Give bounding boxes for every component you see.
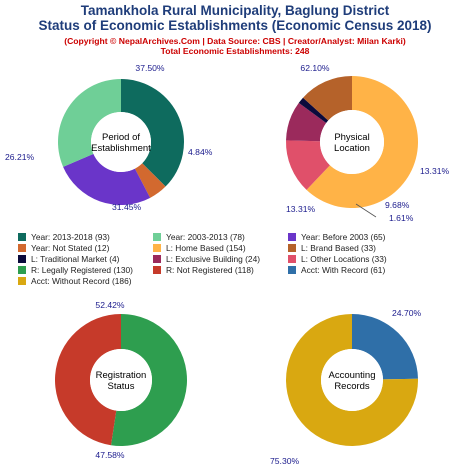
legend-item: R: Legally Registered (130) [18, 265, 133, 275]
slice-pct-label: 75.30% [270, 456, 300, 466]
legend-swatch [18, 233, 26, 241]
legend-item: R: Not Registered (118) [153, 265, 254, 275]
legend-item: L: Other Locations (33) [288, 254, 387, 264]
legend-label: Year: Before 2003 (65) [301, 232, 386, 242]
slice-pct-label: 13.31% [420, 166, 450, 176]
legend-item: L: Home Based (154) [153, 243, 246, 253]
legend-swatch [153, 244, 161, 252]
chart-title-line2: Status of Economic Establishments (Econo… [38, 18, 432, 33]
total-line: Total Economic Establishments: 248 [160, 46, 310, 56]
legend-label: L: Traditional Market (4) [31, 254, 120, 264]
legend-swatch [288, 266, 296, 274]
legend-label: L: Other Locations (33) [301, 254, 387, 264]
donut-slice [286, 140, 330, 190]
leader-line [355, 203, 377, 218]
legend-swatch [288, 233, 296, 241]
donut-center-label: Status [108, 381, 135, 392]
donut-center-label: Location [334, 143, 370, 154]
donut-slice [303, 76, 352, 121]
legend-label: Acct: With Record (61) [301, 265, 386, 275]
donut-slice [111, 314, 187, 446]
legend-label: R: Legally Registered (130) [31, 265, 133, 275]
legend-item: Acct: With Record (61) [288, 265, 385, 275]
legend-swatch [18, 255, 26, 263]
legend-item: L: Traditional Market (4) [18, 254, 119, 264]
legend-item: Acct: Without Record (186) [18, 276, 132, 286]
legend-swatch [153, 255, 161, 263]
slice-pct-label: 31.45% [112, 202, 142, 212]
slice-pct-label: 4.84% [188, 147, 213, 157]
donut-slice [298, 97, 329, 124]
donut-hole [321, 349, 383, 411]
legend-label: L: Brand Based (33) [301, 243, 376, 253]
legend-item: Year: Before 2003 (65) [288, 232, 385, 242]
legend-swatch [18, 244, 26, 252]
donut-center-label: Period of [102, 132, 140, 143]
donut-center-label: Records [334, 381, 370, 392]
slice-pct-label: 37.50% [135, 63, 165, 73]
legend-item: Year: Not Stated (12) [18, 243, 109, 253]
slice-pct-label: 9.68% [385, 200, 410, 210]
legend-item: Year: 2003-2013 (78) [153, 232, 245, 242]
donut-slice [54, 314, 121, 446]
legend-item: L: Brand Based (33) [288, 243, 376, 253]
slice-pct-label: 24.70% [392, 308, 422, 318]
donut-slice [121, 79, 185, 187]
donut-hole [91, 112, 151, 172]
donut-slice [63, 153, 151, 205]
legend-label: R: Not Registered (118) [166, 265, 254, 275]
donut-center-label: Registration [96, 370, 147, 381]
slice-pct-label: 26.21% [5, 152, 35, 162]
donut-slice [286, 102, 327, 142]
slice-pct-label: 1.61% [389, 213, 414, 223]
chart-title-line1: Tamankhola Rural Municipality, Baglung D… [80, 3, 390, 18]
donut-center-label: Physical [334, 132, 369, 143]
donut-center-label: Establishment [91, 143, 151, 154]
legend-swatch [18, 266, 26, 274]
legend-label: Year: 2003-2013 (78) [166, 232, 245, 242]
donut-hole [90, 349, 152, 411]
legend-swatch [288, 255, 296, 263]
donut-center-label: Accounting [328, 370, 375, 381]
slice-pct-label: 62.10% [300, 63, 330, 73]
legend-label: Year: 2013-2018 (93) [31, 232, 110, 242]
donut-slice [57, 79, 121, 167]
legend-label: L: Exclusive Building (24) [166, 254, 261, 264]
legend-item: Year: 2013-2018 (93) [18, 232, 110, 242]
slice-pct-label: 47.58% [95, 450, 125, 460]
donut-slice [306, 76, 419, 209]
legend-item: L: Exclusive Building (24) [153, 254, 260, 264]
legend-swatch [153, 266, 161, 274]
legend-swatch [18, 277, 26, 285]
legend-label: L: Home Based (154) [166, 243, 246, 253]
slice-pct-label: 52.42% [95, 300, 125, 310]
donut-slice [286, 314, 418, 446]
legend-label: Year: Not Stated (12) [31, 243, 110, 253]
legend-label: Acct: Without Record (186) [31, 276, 132, 286]
donut-hole [320, 110, 384, 174]
legend-swatch [153, 233, 161, 241]
legend-swatch [288, 244, 296, 252]
credit-line: (Copyright © NepalArchives.Com | Data So… [64, 36, 406, 46]
donut-slice [352, 314, 418, 380]
slice-pct-label: 13.31% [286, 204, 316, 214]
donut-slice [134, 163, 166, 198]
